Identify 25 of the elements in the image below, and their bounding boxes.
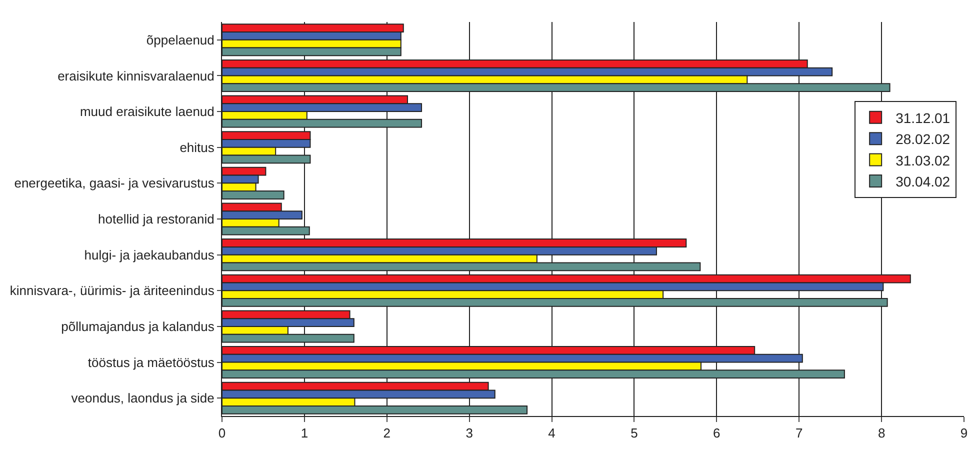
y-tick-label: eraisikute kinnisvaralaenud: [58, 68, 214, 84]
legend-label: 30.04.02: [896, 173, 950, 190]
y-tick-label: energeetika, gaasi- ja vesivarustus: [14, 176, 215, 191]
x-tick-label: 0: [218, 426, 226, 441]
x-tick-label: 4: [548, 426, 556, 441]
y-tick-label: ehitus: [180, 140, 215, 155]
x-tick-label: 5: [630, 426, 638, 441]
x-tick-label: 8: [878, 426, 886, 441]
x-tick-label: 3: [466, 426, 473, 441]
y-tick-label: hotellid ja restoranid: [98, 212, 214, 227]
x-tick-label: 1: [300, 426, 308, 441]
y-tick-label: veondus, laondus ja side: [71, 390, 214, 406]
x-tick-label: 6: [713, 426, 720, 441]
legend-label: 31.03.02: [896, 152, 950, 168]
y-tick-label: põllumajandus ja kalandus: [61, 319, 215, 334]
y-tick-label: kinnisvara-, üürimis- ja äriteenindus: [10, 283, 215, 298]
legend-label: 28.02.02: [896, 131, 950, 148]
x-tick-label: 2: [383, 426, 391, 441]
y-tick-label: muud eraisikute laenud: [80, 104, 214, 120]
y-tick-label: hulgi- ja jaekaubandus: [84, 247, 215, 262]
x-tick-label: 9: [960, 426, 968, 441]
y-tick-label: tööstus ja mäetööstus: [88, 354, 215, 370]
x-tick-label: 7: [795, 426, 803, 441]
y-tick-label: õppelaenud: [146, 32, 214, 48]
legend-label: 31.12.01: [896, 110, 950, 126]
